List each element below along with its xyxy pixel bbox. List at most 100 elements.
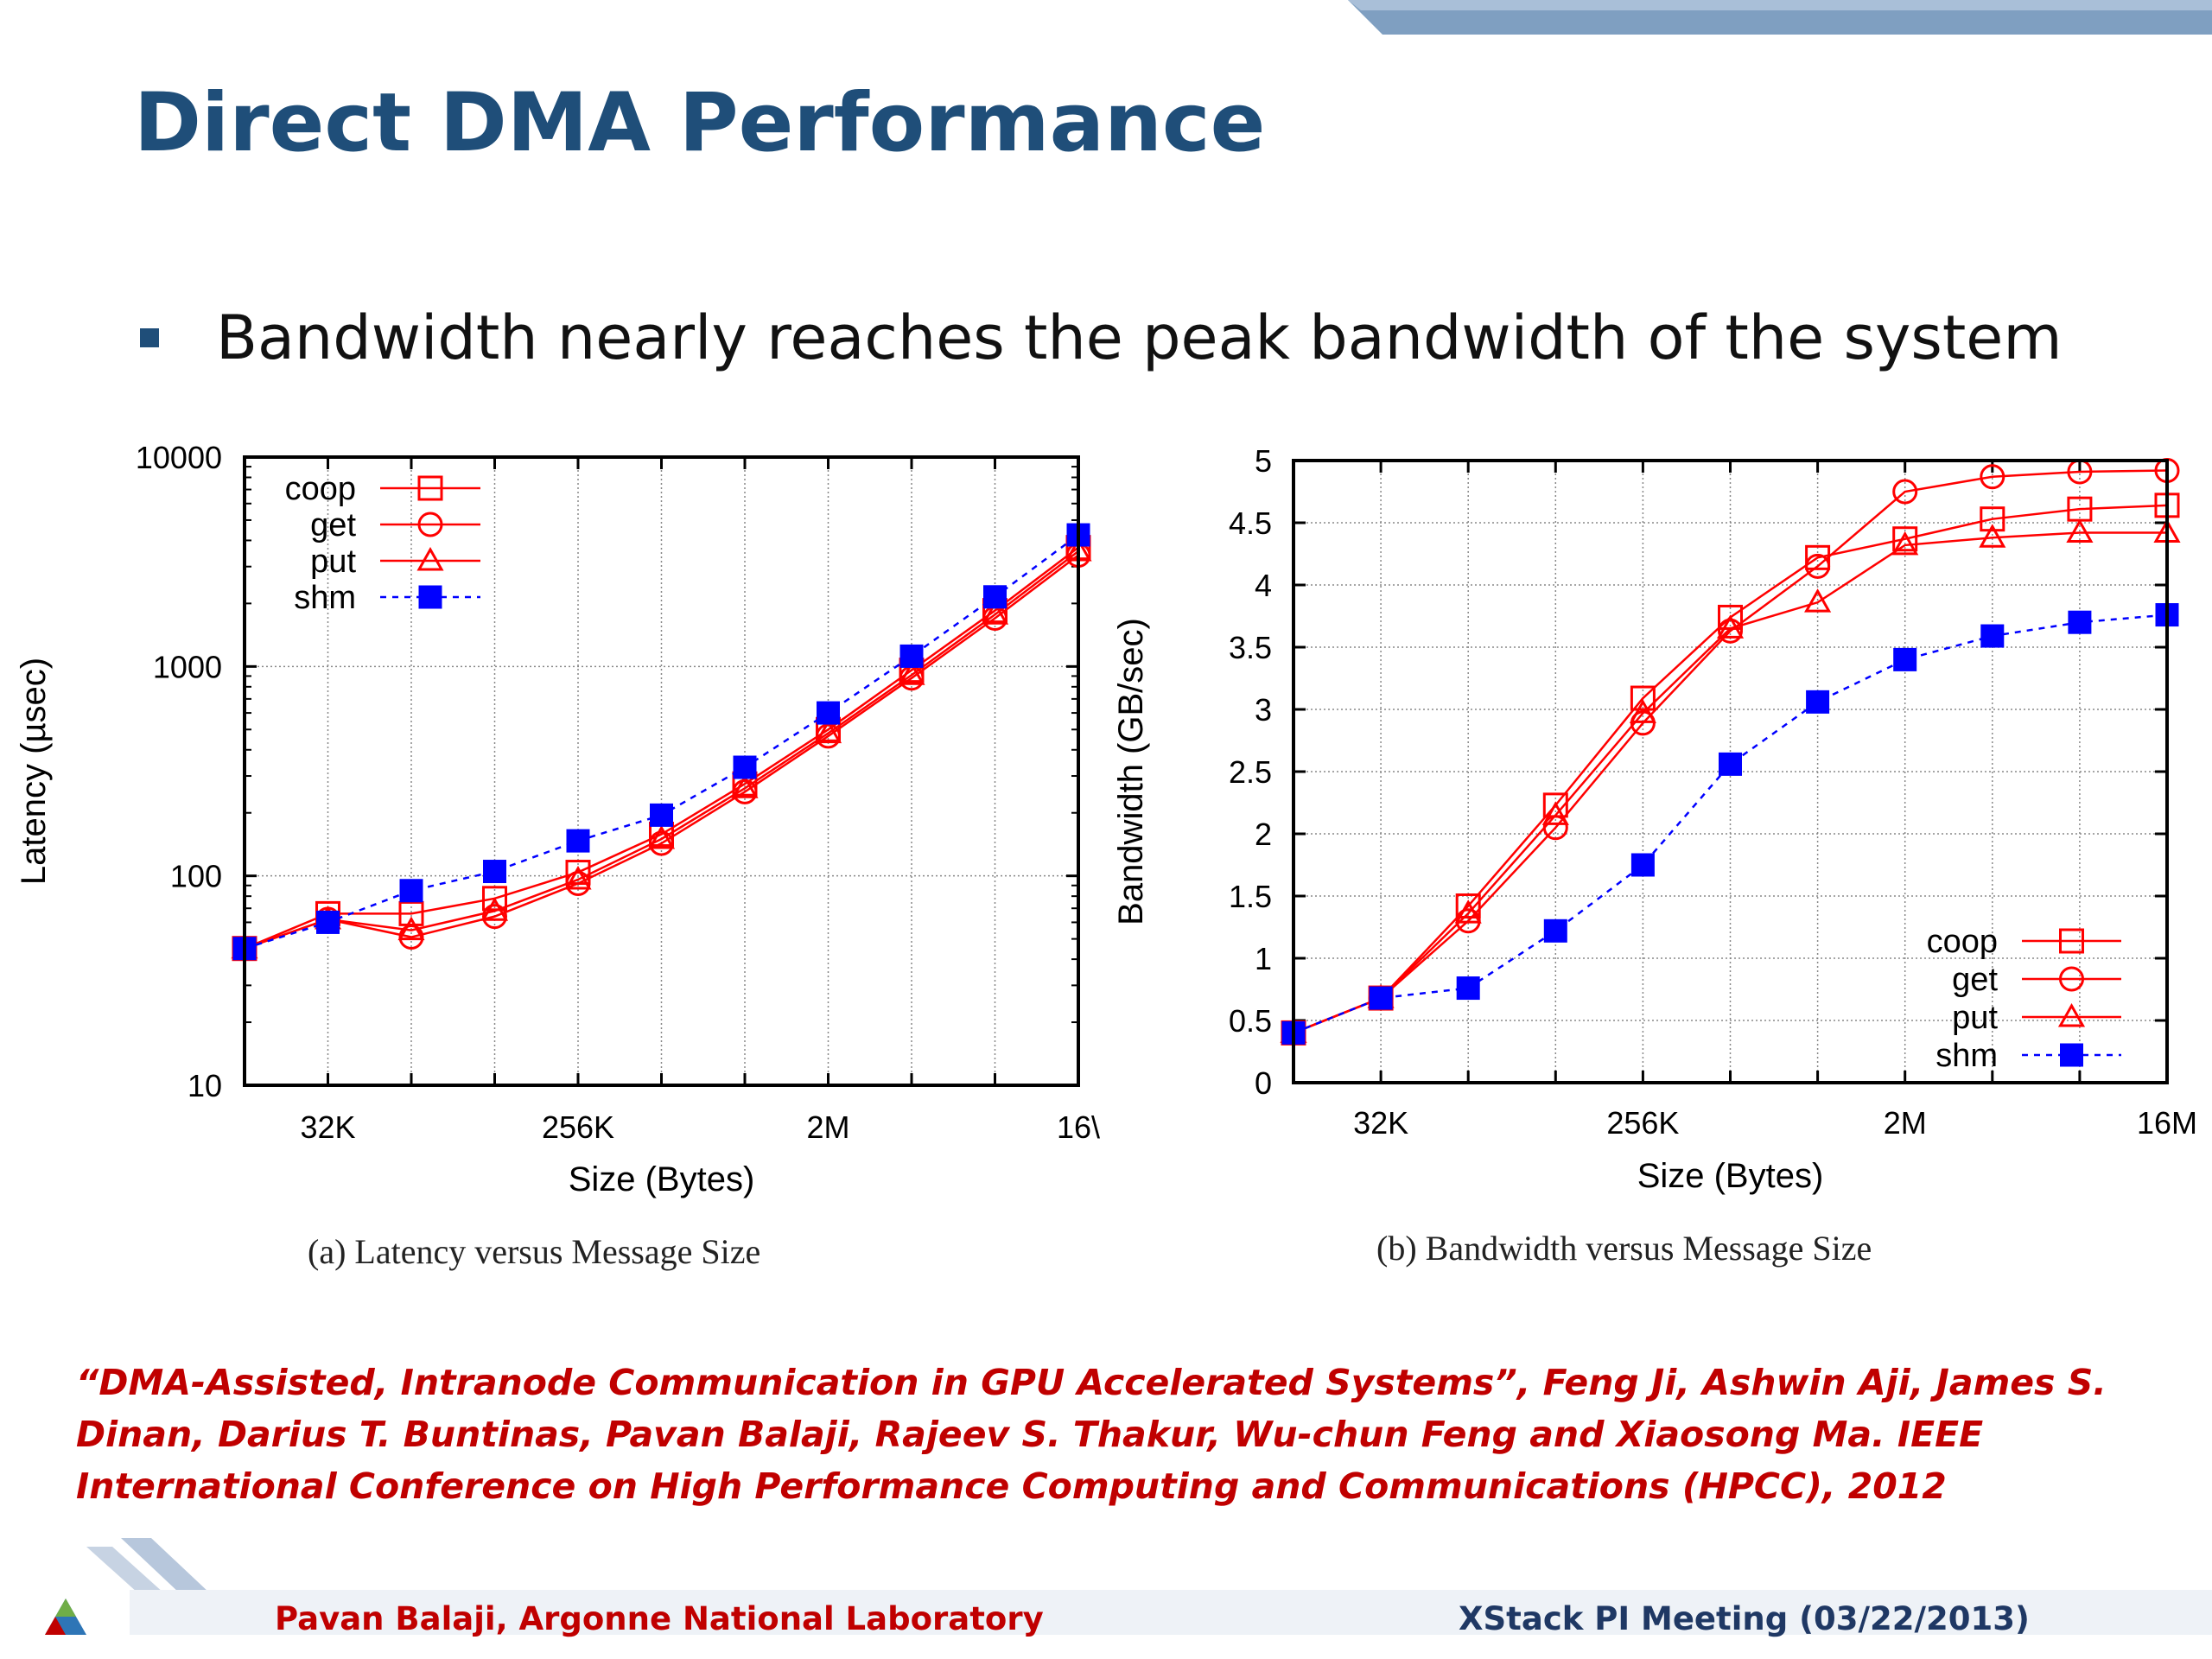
x-tick-label: 32K — [1353, 1105, 1408, 1141]
put-line — [1293, 531, 2167, 1034]
shm-point — [650, 803, 673, 827]
put-point — [1454, 899, 1482, 924]
y-axis-label: Latency (µsec) — [15, 658, 53, 885]
y-tick-label: 1 — [1255, 941, 1272, 976]
coop-point — [1892, 526, 1918, 552]
argonne-logo-icon — [45, 1599, 86, 1635]
y-tick-label: 2.5 — [1229, 754, 1272, 790]
shm-point — [2068, 610, 2092, 634]
y-tick-label: 4.5 — [1229, 505, 1272, 541]
x-axis-label: Size (Bytes) — [1637, 1157, 1824, 1195]
legend-marker — [418, 585, 442, 609]
y-tick-label: 4 — [1255, 568, 1272, 603]
put-point — [1979, 524, 2006, 548]
x-tick-label: 32K — [300, 1109, 355, 1145]
legend-marker — [417, 512, 443, 537]
get-point — [1892, 479, 1918, 505]
chart-a-caption: (a) Latency versus Message Size — [308, 1232, 761, 1271]
put-point — [981, 601, 1009, 625]
put-point — [1716, 614, 1745, 639]
y-tick-label: 2 — [1255, 817, 1272, 852]
legend-label: get — [310, 507, 356, 543]
legend-label: get — [1952, 962, 1998, 998]
legend-marker — [417, 475, 443, 501]
shm-point — [1893, 647, 1917, 671]
y-tick-label: 1.5 — [1229, 879, 1272, 914]
x-tick-label: 256K — [542, 1109, 614, 1145]
footer-event: XStack PI Meeting (03/22/2013) — [1459, 1600, 2030, 1637]
legend-marker — [2060, 1043, 2083, 1067]
legend-marker — [2059, 966, 2084, 992]
shm-point — [1543, 918, 1567, 943]
x-tick-label: 2M — [1884, 1105, 1927, 1141]
coop-point — [1980, 506, 2005, 532]
put-point — [1891, 531, 1919, 556]
coop-point — [1455, 893, 1481, 919]
legend-label: put — [1952, 1000, 1998, 1036]
legend-label: shm — [294, 580, 356, 616]
shm-point — [1980, 624, 2005, 648]
y-tick-label: 100 — [170, 859, 222, 894]
plot-frame — [1292, 459, 2169, 1084]
bullet-square-icon — [140, 328, 159, 347]
slide-title: Direct DMA Performance — [134, 76, 1266, 170]
x-tick-label: 16M — [2137, 1105, 2197, 1141]
legend-marker — [2057, 1002, 2086, 1027]
legend-label: put — [310, 543, 356, 580]
put-line — [244, 550, 1079, 950]
get-point — [482, 904, 507, 930]
shm-point — [899, 644, 924, 668]
shm-point — [399, 879, 423, 903]
shm-point — [983, 585, 1007, 609]
y-axis-label: Bandwidth (GB/sec) — [1112, 618, 1150, 925]
put-point — [1541, 801, 1569, 825]
shm-point — [316, 910, 340, 934]
chart-b-caption: (b) Bandwidth versus Message Size — [1376, 1229, 1872, 1268]
top-right-banner-highlight — [1348, 0, 2212, 10]
coop-point — [1630, 685, 1656, 711]
y-tick-label: 1000 — [153, 649, 222, 684]
shm-point — [1456, 976, 1480, 1001]
shm-point — [1630, 853, 1655, 877]
shm-point — [566, 829, 590, 853]
put-point — [2066, 518, 2094, 543]
coop-line — [244, 546, 1079, 950]
y-tick-label: 3.5 — [1229, 630, 1272, 665]
get-point — [732, 779, 758, 804]
put-point — [564, 865, 592, 890]
legend-label: shm — [1936, 1038, 1998, 1074]
put-point — [1804, 588, 1832, 613]
y-tick-label: 0.5 — [1229, 1003, 1272, 1039]
put-point — [647, 824, 676, 849]
get-line — [1293, 469, 2168, 1034]
legend-label: coop — [285, 471, 356, 507]
citation: “DMA-Assisted, Intranode Communication i… — [76, 1362, 2107, 1507]
x-tick-label: 256K — [1606, 1105, 1679, 1141]
y-tick-label: 5 — [1255, 443, 1272, 479]
legend-marker — [2059, 928, 2084, 954]
footer-band — [130, 1590, 2212, 1635]
get-point — [1805, 553, 1831, 579]
series-shm — [1281, 603, 2179, 1045]
put-point — [397, 916, 425, 941]
get-line — [244, 554, 1079, 950]
put-point — [480, 897, 509, 921]
shm-point — [1806, 690, 1830, 714]
x-tick-label: 16\ — [1057, 1109, 1100, 1145]
x-axis-label: Size (Bytes) — [569, 1160, 755, 1198]
shm-point — [1369, 986, 1393, 1010]
y-tick-label: 0 — [1255, 1065, 1272, 1101]
put-point — [814, 719, 842, 744]
put-point — [1629, 699, 1656, 723]
get-point — [816, 723, 841, 749]
shm-point — [733, 755, 757, 779]
coop-point — [482, 886, 507, 912]
shm-point — [1719, 752, 1742, 776]
y-tick-label: 10 — [188, 1068, 222, 1103]
